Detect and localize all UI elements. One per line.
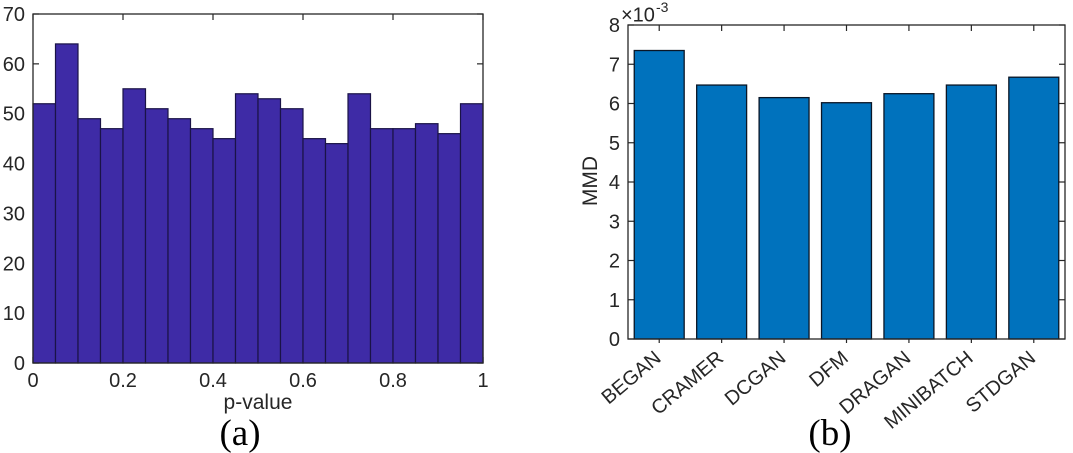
histogram-bar: [167, 118, 192, 364]
y-tick-label: 1: [609, 290, 620, 312]
exponent-power: -3: [655, 0, 669, 15]
y-tick-label: 2: [609, 251, 620, 273]
category-label: DFM: [805, 347, 852, 392]
histogram-bar: [77, 118, 102, 364]
histogram-bar: [189, 128, 214, 364]
histogram-bar: [437, 133, 462, 364]
histogram-bar: [392, 128, 417, 364]
y-tick-label: 7: [609, 54, 620, 76]
x-tick-label: 0: [27, 370, 38, 392]
histogram-bar: [257, 98, 282, 364]
category-label: DCGAN: [721, 347, 790, 410]
mmd-bar: [1008, 76, 1060, 340]
x-tick-label: 1: [477, 370, 488, 392]
y-tick-label: 50: [3, 104, 25, 126]
y-tick-label: 10: [3, 303, 25, 325]
mmd-bar: [945, 84, 997, 340]
histogram-bar: [212, 138, 237, 364]
caption-panel-a: (a): [219, 413, 261, 453]
y-tick-label: 20: [3, 253, 25, 275]
plot-box-a: [32, 13, 484, 364]
x-tick-label: 0.8: [379, 370, 407, 392]
mmd-bar: [696, 84, 748, 340]
caption-panel-b: (b): [808, 413, 852, 453]
x-tick-label: 0.2: [109, 370, 137, 392]
y-tick-label: 3: [609, 211, 620, 233]
histogram-bar: [414, 123, 439, 364]
plot-box-b: [627, 24, 1066, 340]
histogram-bar: [324, 143, 349, 364]
y-tick-label: 60: [3, 54, 25, 76]
histogram-bar: [144, 108, 169, 364]
y-tick-label: 0: [14, 353, 25, 375]
y-tick-label: 40: [3, 154, 25, 176]
histogram-bar: [279, 108, 304, 364]
x-axis-label-pvalue: p-value: [223, 391, 293, 414]
y-tick-label: 0: [609, 329, 620, 351]
histogram-bar: [369, 128, 394, 364]
mmd-bar: [883, 93, 935, 340]
y-tick-label: 5: [609, 133, 620, 155]
histogram-bar: [302, 138, 327, 364]
histogram-bar: [54, 43, 79, 364]
y-tick-label: 30: [3, 203, 25, 225]
x-tick-label: 0.4: [199, 370, 227, 392]
y-axis-label-mmd: MMD: [579, 155, 602, 207]
histogram-bar: [122, 88, 147, 364]
y-tick-label: 8: [609, 15, 620, 37]
mmd-bar: [758, 96, 810, 340]
mmd-bar: [633, 49, 685, 340]
y-tick-label: 6: [609, 94, 620, 116]
x-tick-label: 0.6: [289, 370, 317, 392]
panel-a-plot: 0 10 20 30 40 50 60 70 0 0.2 0.4 0.6 0.8 1: [3, 4, 489, 392]
mmd-bar: [820, 102, 873, 340]
y-axis-exponent-label: ×10-3: [621, 0, 669, 28]
y-tick-label: 70: [3, 4, 25, 26]
histogram-bar: [234, 93, 259, 364]
histogram-bar: [459, 103, 484, 364]
exponent-base: ×10: [621, 4, 655, 27]
category-label: STDGAN: [962, 347, 1040, 417]
y-tick-label: 4: [609, 172, 620, 194]
histogram-bar: [99, 128, 124, 364]
histogram-bar: [32, 103, 57, 364]
histogram-bar: [347, 93, 372, 364]
